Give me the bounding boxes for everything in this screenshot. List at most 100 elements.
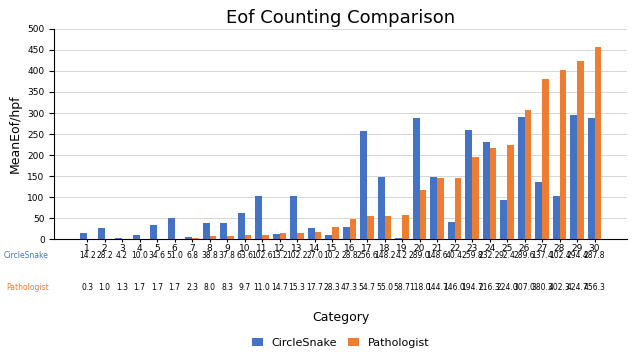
Bar — [385, 216, 391, 239]
Text: 148.6: 148.6 — [426, 251, 448, 260]
Bar — [483, 141, 490, 239]
Bar — [525, 110, 531, 239]
Text: CircleSnake: CircleSnake — [4, 251, 49, 260]
Bar — [168, 218, 175, 239]
Text: 402.3: 402.3 — [548, 284, 570, 292]
Text: 14.2: 14.2 — [79, 251, 95, 260]
Text: 148.2: 148.2 — [374, 251, 396, 260]
Bar — [360, 131, 367, 239]
Text: 14.7: 14.7 — [271, 284, 288, 292]
Bar — [262, 235, 269, 239]
Bar — [332, 228, 339, 239]
Text: 55.0: 55.0 — [376, 284, 393, 292]
Text: 259.8: 259.8 — [461, 251, 483, 260]
Text: 1.7: 1.7 — [151, 284, 163, 292]
Bar — [378, 177, 385, 239]
Bar — [437, 179, 444, 239]
Text: 194.7: 194.7 — [461, 284, 483, 292]
Bar — [542, 79, 548, 239]
Text: 102.6: 102.6 — [252, 251, 273, 260]
Bar — [98, 228, 104, 239]
Bar — [255, 196, 262, 239]
Text: 40.4: 40.4 — [446, 251, 463, 260]
Text: 17.7: 17.7 — [306, 284, 323, 292]
Bar — [133, 235, 140, 239]
Text: 28.3: 28.3 — [324, 284, 340, 292]
Bar — [343, 227, 349, 239]
Bar — [500, 201, 507, 239]
Text: 289.0: 289.0 — [409, 251, 430, 260]
Text: 1.3: 1.3 — [116, 284, 128, 292]
Bar — [238, 213, 244, 239]
Text: 224.0: 224.0 — [496, 284, 518, 292]
Bar — [553, 196, 559, 239]
Text: 294.4: 294.4 — [566, 251, 588, 260]
Bar — [150, 225, 157, 239]
Bar — [192, 238, 198, 239]
Bar — [367, 216, 374, 239]
Bar — [430, 177, 437, 239]
Text: 256.6: 256.6 — [356, 251, 378, 260]
Text: 1.7: 1.7 — [168, 284, 180, 292]
Text: 456.3: 456.3 — [584, 284, 605, 292]
Text: 287.8: 287.8 — [584, 251, 605, 260]
Text: 424.7: 424.7 — [566, 284, 588, 292]
Text: 2.3: 2.3 — [186, 284, 198, 292]
Bar — [244, 235, 252, 239]
Text: 10.0: 10.0 — [131, 251, 148, 260]
Text: 63.6: 63.6 — [236, 251, 253, 260]
Bar — [472, 157, 479, 239]
Text: 380.3: 380.3 — [531, 284, 553, 292]
Text: 9.7: 9.7 — [239, 284, 251, 292]
Text: 54.7: 54.7 — [358, 284, 376, 292]
Text: 8.3: 8.3 — [221, 284, 233, 292]
Bar — [280, 233, 286, 239]
Text: 118.0: 118.0 — [409, 284, 430, 292]
Bar — [396, 238, 402, 239]
Bar — [115, 238, 122, 239]
Text: 47.3: 47.3 — [341, 284, 358, 292]
Y-axis label: MeanEof/hpf: MeanEof/hpf — [9, 95, 22, 174]
Bar — [595, 47, 601, 239]
Text: 146.0: 146.0 — [444, 284, 465, 292]
Text: 144.7: 144.7 — [426, 284, 448, 292]
Bar — [559, 70, 566, 239]
Bar — [203, 223, 209, 239]
Text: 11.0: 11.0 — [253, 284, 271, 292]
Text: 34.6: 34.6 — [148, 251, 166, 260]
Text: Category: Category — [312, 311, 369, 324]
Bar — [465, 130, 472, 239]
Text: 92.4: 92.4 — [499, 251, 515, 260]
Bar — [413, 118, 420, 239]
Bar — [507, 145, 514, 239]
Text: 289.6: 289.6 — [514, 251, 535, 260]
Text: 28.8: 28.8 — [341, 251, 358, 260]
Bar — [420, 190, 426, 239]
Text: 6.8: 6.8 — [186, 251, 198, 260]
Bar — [308, 228, 314, 239]
Bar — [314, 232, 321, 239]
Text: 58.7: 58.7 — [394, 284, 410, 292]
Bar — [291, 196, 297, 239]
Bar — [227, 236, 234, 239]
Bar — [518, 117, 525, 239]
Text: 4.2: 4.2 — [396, 251, 408, 260]
Text: 37.8: 37.8 — [219, 251, 236, 260]
Bar — [536, 181, 542, 239]
Bar — [209, 236, 216, 239]
Bar — [454, 178, 461, 239]
Bar — [186, 237, 192, 239]
Text: 15.3: 15.3 — [289, 284, 305, 292]
Text: 1.0: 1.0 — [99, 284, 111, 292]
Bar — [402, 215, 409, 239]
Bar — [297, 233, 304, 239]
Text: 27.0: 27.0 — [306, 251, 323, 260]
Text: 232.2: 232.2 — [479, 251, 500, 260]
Text: 102.2: 102.2 — [286, 251, 308, 260]
Bar — [325, 235, 332, 239]
Text: Pathologist: Pathologist — [6, 284, 49, 292]
Text: 38.8: 38.8 — [201, 251, 218, 260]
Bar — [220, 224, 227, 239]
Text: 8.0: 8.0 — [204, 284, 216, 292]
Bar — [448, 222, 454, 239]
